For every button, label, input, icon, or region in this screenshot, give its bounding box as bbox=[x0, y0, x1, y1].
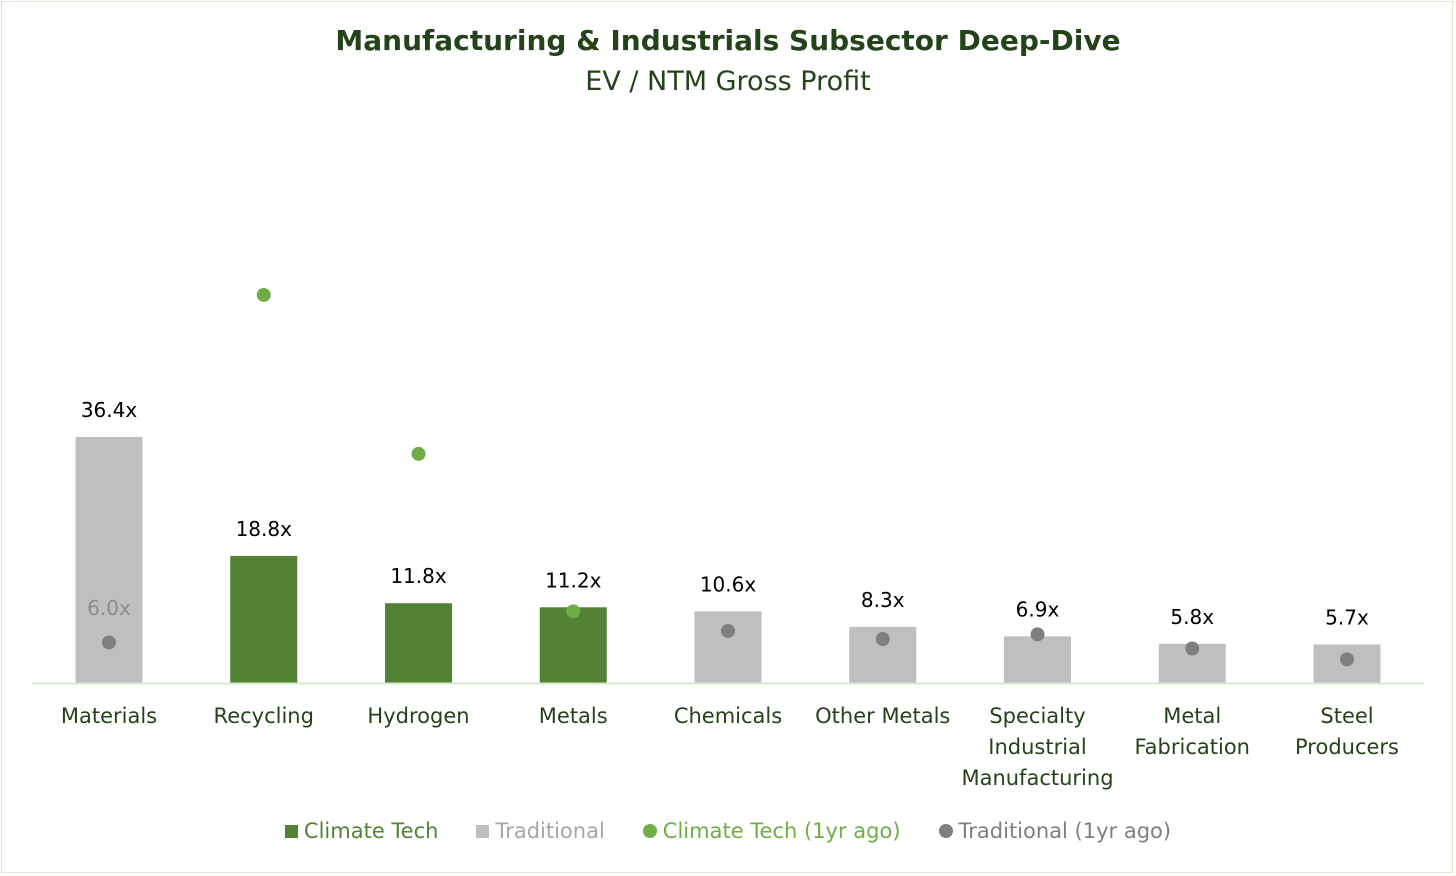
legend-swatch-climate-tech-1yr-ago bbox=[642, 824, 657, 838]
category-label-materials: Materials bbox=[61, 704, 157, 728]
prior-year-dot-materials bbox=[102, 635, 116, 650]
bar-chart-plot: 36.4x Materials 18.8x Recycling 11.8x Hydroge… bbox=[32, 287, 1424, 790]
legend-item-traditional: Traditional bbox=[476, 819, 605, 843]
value-label-chemicals: 10.6x bbox=[700, 572, 757, 596]
annotation-materials: 6.0x bbox=[87, 596, 131, 620]
prior-year-dot-recycling bbox=[256, 287, 271, 302]
prior-year-dot-specialty-industrial-manufacturing bbox=[1030, 627, 1045, 642]
legend-label-traditional: Traditional bbox=[495, 819, 605, 843]
legend-swatch-traditional-1yr-ago bbox=[938, 824, 953, 838]
legend-label-traditional-1yr-ago: Traditional (1yr ago) bbox=[958, 819, 1172, 843]
prior-year-dot-hydrogen bbox=[411, 446, 426, 461]
prior-year-dot-metal-fabrication bbox=[1185, 641, 1200, 656]
legend-item-climate-tech-1yr-ago: Climate Tech (1yr ago) bbox=[642, 819, 901, 843]
category-label-other-metals: Other Metals bbox=[815, 704, 950, 728]
prior-year-dot-metals bbox=[566, 604, 581, 619]
value-label-recycling: 18.8x bbox=[236, 517, 293, 541]
prior-year-dot-chemicals bbox=[721, 623, 735, 638]
value-label-materials: 36.4x bbox=[81, 398, 138, 422]
legend-swatch-traditional bbox=[476, 824, 490, 838]
legend-swatch-climate-tech bbox=[284, 824, 298, 838]
category-label-steel-producers: Steel Producers bbox=[1295, 704, 1399, 759]
bar-specialty-industrial-manufacturing bbox=[1004, 636, 1071, 683]
category-label-recycling: Recycling bbox=[214, 704, 314, 728]
category-label-chemicals: Chemicals bbox=[674, 704, 782, 728]
value-label-metals: 11.2x bbox=[545, 568, 602, 592]
category-label-metal-fabrication: Metal Fabrication bbox=[1135, 704, 1250, 759]
value-label-specialty-industrial-manufacturing: 6.9x bbox=[1016, 597, 1060, 621]
value-label-steel-producers: 5.7x bbox=[1325, 605, 1369, 629]
bar-recycling bbox=[230, 555, 298, 683]
legend-item-traditional-1yr-ago: Traditional (1yr ago) bbox=[938, 819, 1172, 843]
legend-item-climate-tech: Climate Tech bbox=[284, 819, 439, 843]
bar-hydrogen bbox=[385, 603, 452, 683]
chart-legend: Climate Tech Traditional Climate Tech (1yr… bbox=[0, 819, 1456, 843]
prior-year-dot-other-metals bbox=[875, 632, 890, 647]
category-label-hydrogen: Hydrogen bbox=[367, 704, 469, 728]
value-label-hydrogen: 11.8x bbox=[390, 564, 447, 588]
bar-metals bbox=[539, 607, 607, 683]
bar-chemicals bbox=[694, 611, 762, 683]
category-label-specialty-industrial-manufacturing: Specialty Industrial Manufacturing bbox=[961, 704, 1113, 790]
legend-label-climate-tech-1yr-ago: Climate Tech (1yr ago) bbox=[662, 819, 901, 843]
category-label-metals: Metals bbox=[539, 704, 608, 728]
value-label-metal-fabrication: 5.8x bbox=[1170, 605, 1214, 629]
chart-subtitle: EV / NTM Gross Profit bbox=[585, 66, 871, 97]
value-label-other-metals: 8.3x bbox=[861, 588, 905, 612]
legend-label-climate-tech: Climate Tech bbox=[303, 819, 439, 843]
prior-year-dot-steel-producers bbox=[1340, 652, 1354, 667]
chart-title: Manufacturing & Industrials Subsector De… bbox=[335, 24, 1121, 57]
